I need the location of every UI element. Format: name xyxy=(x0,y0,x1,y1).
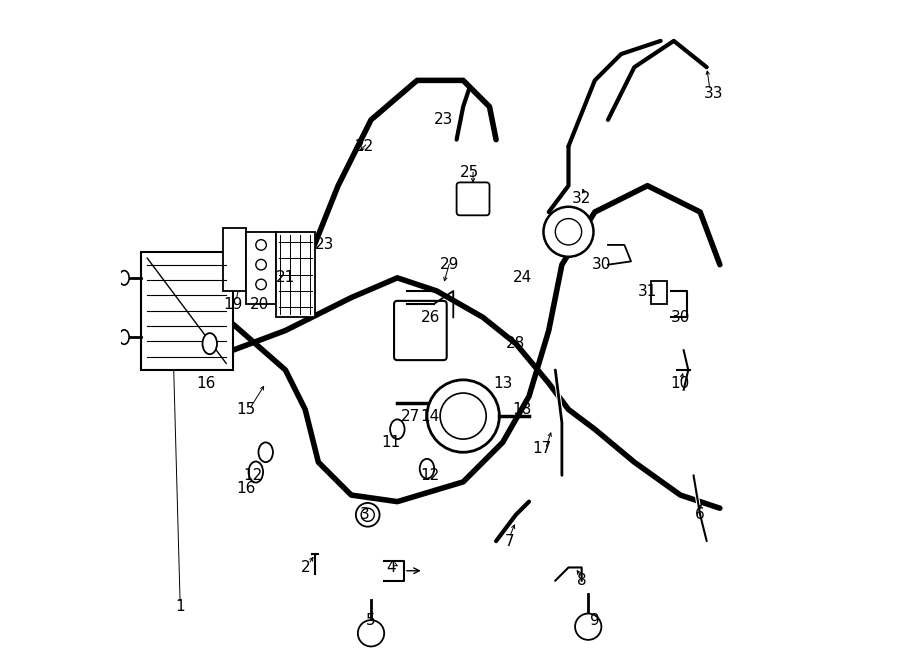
Text: 10: 10 xyxy=(670,375,690,391)
Text: 11: 11 xyxy=(381,435,400,450)
FancyBboxPatch shape xyxy=(394,301,446,360)
Ellipse shape xyxy=(248,461,263,483)
Text: 30: 30 xyxy=(591,257,611,272)
Text: 23: 23 xyxy=(434,112,453,128)
Text: 14: 14 xyxy=(420,408,440,424)
Text: 16: 16 xyxy=(197,375,216,391)
Text: 24: 24 xyxy=(513,270,532,286)
Circle shape xyxy=(256,279,266,290)
Text: 29: 29 xyxy=(440,257,460,272)
Text: 23: 23 xyxy=(315,237,335,253)
Text: 5: 5 xyxy=(366,613,376,627)
Text: 13: 13 xyxy=(493,375,512,391)
FancyBboxPatch shape xyxy=(456,182,490,215)
Text: 27: 27 xyxy=(400,408,420,424)
Circle shape xyxy=(555,219,581,245)
Text: 17: 17 xyxy=(533,442,552,457)
Ellipse shape xyxy=(258,442,273,462)
Ellipse shape xyxy=(119,270,129,285)
Text: 15: 15 xyxy=(237,402,256,417)
Text: 20: 20 xyxy=(249,297,269,312)
Text: 18: 18 xyxy=(513,402,532,417)
Ellipse shape xyxy=(390,419,405,439)
Circle shape xyxy=(575,613,601,640)
Text: 32: 32 xyxy=(572,191,591,206)
Circle shape xyxy=(427,380,500,452)
Text: 3: 3 xyxy=(360,507,369,522)
Text: 12: 12 xyxy=(420,468,440,483)
Text: 1: 1 xyxy=(176,600,184,615)
Ellipse shape xyxy=(202,333,217,354)
Text: 22: 22 xyxy=(355,139,374,154)
Text: 25: 25 xyxy=(460,165,480,180)
FancyBboxPatch shape xyxy=(140,252,233,370)
FancyBboxPatch shape xyxy=(651,281,667,304)
Text: 12: 12 xyxy=(243,468,262,483)
Text: 8: 8 xyxy=(577,573,587,588)
Circle shape xyxy=(544,207,593,256)
FancyBboxPatch shape xyxy=(246,232,275,304)
Text: 9: 9 xyxy=(590,613,599,627)
Circle shape xyxy=(358,620,384,646)
Text: 26: 26 xyxy=(420,310,440,325)
Circle shape xyxy=(356,503,380,527)
Text: 30: 30 xyxy=(670,310,690,325)
Text: 16: 16 xyxy=(237,481,256,496)
Text: 4: 4 xyxy=(386,560,396,575)
Ellipse shape xyxy=(419,459,434,479)
Circle shape xyxy=(256,259,266,270)
Circle shape xyxy=(440,393,486,439)
Circle shape xyxy=(256,240,266,251)
Text: 6: 6 xyxy=(695,507,705,522)
Ellipse shape xyxy=(119,330,129,344)
Text: 7: 7 xyxy=(504,533,514,549)
Text: 2: 2 xyxy=(301,560,310,575)
Circle shape xyxy=(361,508,374,522)
Text: 28: 28 xyxy=(506,336,526,351)
Text: 31: 31 xyxy=(638,284,657,299)
Text: 21: 21 xyxy=(275,270,295,286)
FancyBboxPatch shape xyxy=(223,229,246,291)
Text: 33: 33 xyxy=(704,86,723,101)
FancyBboxPatch shape xyxy=(275,232,315,317)
Text: 19: 19 xyxy=(223,297,242,312)
